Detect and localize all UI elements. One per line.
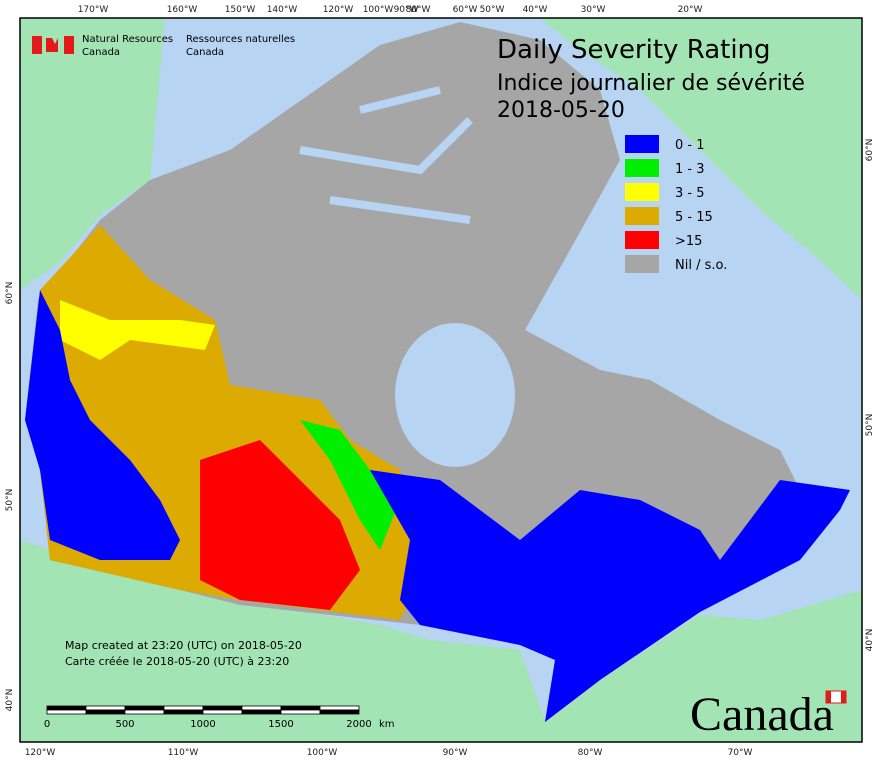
- scale-unit: km: [379, 719, 395, 730]
- scale-segment: [319, 709, 360, 715]
- credit: Map created at 23:20 (UTC) on 2018-05-20: [65, 639, 302, 652]
- agency-en: Natural Resources: [82, 34, 173, 45]
- legend-swatch: [625, 135, 659, 153]
- agency-en: Canada: [82, 47, 120, 58]
- scale-segment: [85, 705, 126, 711]
- credit: Carte créée le 2018-05-20 (UTC) à 23:20: [65, 655, 289, 668]
- title-en: Daily Severity Rating: [497, 35, 771, 65]
- legend-swatch: [625, 255, 659, 273]
- title-date: 2018-05-20: [497, 98, 625, 123]
- rating-3-5: [60, 300, 215, 360]
- graticule-label: 40°W: [523, 5, 548, 15]
- graticule-label: 150°W: [225, 5, 256, 15]
- scale-segment: [319, 705, 360, 711]
- usa: [20, 540, 862, 742]
- scale-segment: [241, 709, 282, 715]
- scale-label: 2000: [346, 719, 371, 730]
- legend-label: 5 - 15: [675, 210, 713, 225]
- rating-0-1-west: [25, 290, 180, 560]
- rating-0-1-east: [370, 470, 850, 722]
- scale-label: 1000: [190, 719, 215, 730]
- graticule-label: 120°W: [323, 5, 354, 15]
- arctic-channels: [299, 86, 473, 224]
- legend-label: 0 - 1: [675, 138, 705, 153]
- legend-label: Nil / s.o.: [675, 258, 727, 273]
- graticule-label: 100°W: [363, 5, 394, 15]
- legend-swatch: [625, 159, 659, 177]
- scale-segment: [124, 705, 165, 711]
- graticule-label: 90°W: [394, 5, 419, 15]
- hudson-bay: [395, 323, 515, 467]
- scale-segment: [241, 705, 282, 711]
- graticule-label: 30°W: [581, 5, 606, 15]
- graticule-label: 40°N: [865, 629, 875, 652]
- scale-segment: [202, 705, 243, 711]
- agency-fr: Canada: [186, 47, 224, 58]
- wordmark-flag-bar: [841, 691, 846, 703]
- graticule-label: 100°W: [307, 748, 338, 758]
- flag-right: [64, 36, 74, 54]
- scale-label: 500: [115, 719, 134, 730]
- flag-leaf: [46, 38, 58, 52]
- legend-label: >15: [675, 234, 702, 249]
- graticule-label: 50°N: [5, 489, 15, 512]
- graticule-label: 50°N: [865, 414, 875, 437]
- alaska: [20, 18, 165, 290]
- graticule-label: 90°W: [443, 748, 468, 758]
- graticule-label: 70°W: [728, 748, 753, 758]
- flag-left: [32, 36, 42, 54]
- greenland: [540, 18, 862, 300]
- wordmark: Canada: [690, 688, 834, 741]
- legend-swatch: [625, 183, 659, 201]
- graticule-label: 120°W: [25, 748, 56, 758]
- graticule-label: 20°W: [678, 5, 703, 15]
- rating-1-3: [300, 420, 400, 550]
- scale-segment: [280, 705, 321, 711]
- graticule-label: 40°N: [5, 689, 15, 712]
- map-frame: [19, 17, 863, 743]
- title-fr: Indice journalier de sévérité: [497, 71, 805, 96]
- legend-label: 3 - 5: [675, 186, 705, 201]
- graticule-label: 60°N: [865, 139, 875, 162]
- agency-block: Natural Resources Canada Ressources natu…: [32, 34, 295, 58]
- graticule-label: 60°N: [5, 282, 15, 305]
- legend-swatch: [625, 231, 659, 249]
- scale-segment: [163, 709, 204, 715]
- graticule-label: 80°W: [406, 5, 431, 15]
- legend-label: 1 - 3: [675, 162, 705, 177]
- scale-segment: [85, 709, 126, 715]
- graticule-label: 140°W: [267, 5, 298, 15]
- wordmark-flag-bar: [826, 691, 831, 703]
- graticule-label: 60°W: [453, 5, 478, 15]
- scale-segment: [163, 705, 204, 711]
- graticule-label: 160°W: [167, 5, 198, 15]
- scale-label: 0: [44, 719, 50, 730]
- graticule-label: 110°W: [168, 748, 199, 758]
- frame-border: [19, 17, 863, 743]
- scale-segment: [202, 709, 243, 715]
- scale-segment: [46, 705, 87, 711]
- graticule-label: 170°W: [78, 5, 109, 15]
- graticule-label: 80°W: [578, 748, 603, 758]
- scale-segment: [124, 709, 165, 715]
- agency-fr: Ressources naturelles: [186, 34, 295, 45]
- graticule-label: 50°W: [480, 5, 505, 15]
- legend-swatch: [625, 207, 659, 225]
- scale-segment: [46, 709, 87, 715]
- scale-segment: [280, 709, 321, 715]
- scale-label: 1500: [268, 719, 293, 730]
- rating-over-15: [200, 440, 360, 610]
